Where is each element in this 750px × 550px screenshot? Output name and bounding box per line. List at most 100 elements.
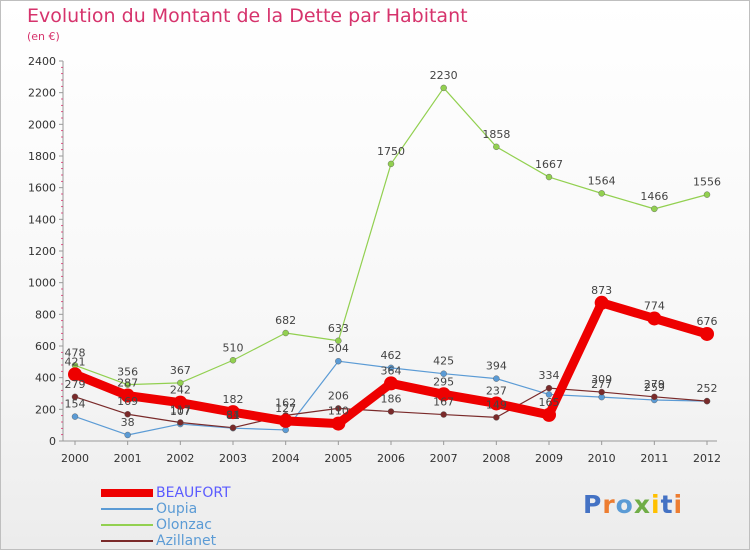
y-tick-label: 200: [35, 403, 56, 416]
data-label-azillanet: 279: [65, 378, 86, 391]
data-point-oupia: [387, 364, 395, 372]
data-point-azillanet: [387, 408, 395, 415]
data-point-azillanet: [229, 424, 237, 431]
data-label-olonzac: 633: [328, 322, 349, 335]
legend-item-azillanet: Azillanet: [101, 533, 301, 549]
data-point-beaufort: [647, 311, 662, 326]
data-label-beaufort: 873: [591, 284, 612, 297]
data-point-beaufort: [594, 295, 609, 310]
x-tick-label: 2007: [430, 452, 458, 465]
y-tick-label: 600: [35, 340, 56, 353]
y-tick-label: 0: [49, 435, 56, 448]
data-label-azillanet: 169: [117, 395, 138, 408]
legend-swatch: [101, 508, 153, 510]
y-tick-label: 1000: [28, 277, 56, 290]
data-label-olonzac: 2230: [430, 69, 458, 82]
data-point-olonzac: [440, 84, 447, 92]
data-label-oupia: 394: [486, 360, 507, 373]
data-label-beaufort: 774: [644, 299, 665, 312]
data-label-olonzac: 682: [275, 314, 296, 327]
logo-letter: r: [602, 490, 616, 519]
chart-subtitle: (en €): [27, 30, 60, 43]
data-label-olonzac: 1564: [588, 174, 616, 187]
data-point-oupia: [440, 370, 447, 377]
x-tick-label: 2009: [535, 452, 563, 465]
data-point-beaufort: [436, 387, 451, 402]
data-label-oupia: 259: [644, 381, 665, 394]
data-label-oupia: 504: [328, 342, 349, 355]
x-tick-label: 2002: [166, 452, 194, 465]
x-tick-label: 2004: [272, 452, 300, 465]
legend-label: Olonzac: [156, 517, 212, 533]
data-point-olonzac: [229, 357, 237, 364]
data-point-beaufort: [542, 407, 556, 422]
y-tick-label: 2000: [28, 118, 56, 131]
data-label-oupia: 81: [226, 409, 240, 422]
logo-letter: i: [651, 490, 661, 519]
data-point-beaufort: [384, 376, 398, 391]
data-point-oupia: [545, 391, 553, 398]
data-label-azillanet: 279: [644, 378, 665, 391]
x-tick-label: 2011: [640, 452, 668, 465]
data-label-azillanet: 167: [433, 396, 454, 409]
data-label-olonzac: 478: [65, 346, 86, 359]
data-point-olonzac: [703, 191, 711, 198]
data-label-beaufort: 676: [697, 315, 718, 328]
data-point-beaufort: [68, 367, 82, 382]
legend: BEAUFORT Oupia Olonzac Azillanet: [101, 485, 301, 549]
data-point-azillanet: [440, 411, 447, 418]
legend-item-beaufort: BEAUFORT: [101, 485, 301, 501]
data-point-beaufort: [278, 413, 293, 428]
data-point-azillanet: [335, 405, 342, 412]
data-point-olonzac: [493, 143, 500, 151]
x-tick-label: 2003: [219, 452, 247, 465]
chart-title: Evolution du Montant de la Dette par Hab…: [27, 5, 468, 27]
data-label-beaufort: 421: [65, 355, 86, 368]
data-label-beaufort: 242: [170, 384, 191, 397]
data-point-azillanet: [71, 393, 79, 401]
x-tick-label: 2001: [114, 452, 142, 465]
logo-letter: x: [633, 490, 651, 519]
legend-label: Azillanet: [156, 533, 217, 549]
y-tick-label: 2400: [28, 55, 56, 68]
data-label-beaufort: 127: [275, 402, 296, 415]
data-label-olonzac: 510: [223, 341, 244, 354]
data-label-oupia: 107: [170, 405, 191, 418]
data-point-beaufort: [173, 395, 188, 410]
data-point-olonzac: [387, 160, 395, 168]
data-point-beaufort: [226, 405, 240, 420]
x-tick-label: 2010: [588, 452, 616, 465]
y-tick-label: 1600: [28, 182, 56, 195]
data-label-beaufort: 182: [223, 393, 244, 406]
legend-label: Oupia: [156, 501, 198, 517]
x-tick-label: 2006: [377, 452, 405, 465]
data-point-olonzac: [124, 381, 131, 388]
x-tick-label: 2012: [693, 452, 721, 465]
y-tick-label: 1800: [28, 150, 56, 163]
data-label-oupia: 38: [121, 416, 135, 429]
data-point-beaufort: [489, 396, 504, 411]
data-label-oupia: 425: [433, 355, 454, 368]
series-line-olonzac: [74, 87, 708, 386]
data-point-oupia: [493, 375, 500, 382]
data-point-oupia: [71, 413, 79, 420]
data-label-beaufort: 287: [117, 377, 138, 390]
data-label-oupia: 277: [591, 378, 612, 391]
data-point-azillanet: [493, 414, 500, 421]
data-point-azillanet: [703, 397, 711, 405]
logo-letter: i: [673, 490, 684, 519]
legend-label: BEAUFORT: [156, 485, 231, 501]
legend-item-olonzac: Olonzac: [101, 517, 301, 533]
legend-swatch: [101, 540, 153, 542]
data-point-olonzac: [335, 337, 342, 344]
y-tick-label: 2200: [28, 87, 56, 100]
data-point-olonzac: [177, 379, 184, 387]
data-label-olonzac: 1858: [482, 128, 510, 141]
data-label-olonzac: 1667: [535, 158, 563, 171]
data-label-beaufort: 237: [486, 384, 507, 397]
y-tick-label: 1400: [28, 213, 56, 226]
logo-letter: o: [615, 490, 634, 519]
data-point-beaufort: [331, 416, 346, 431]
